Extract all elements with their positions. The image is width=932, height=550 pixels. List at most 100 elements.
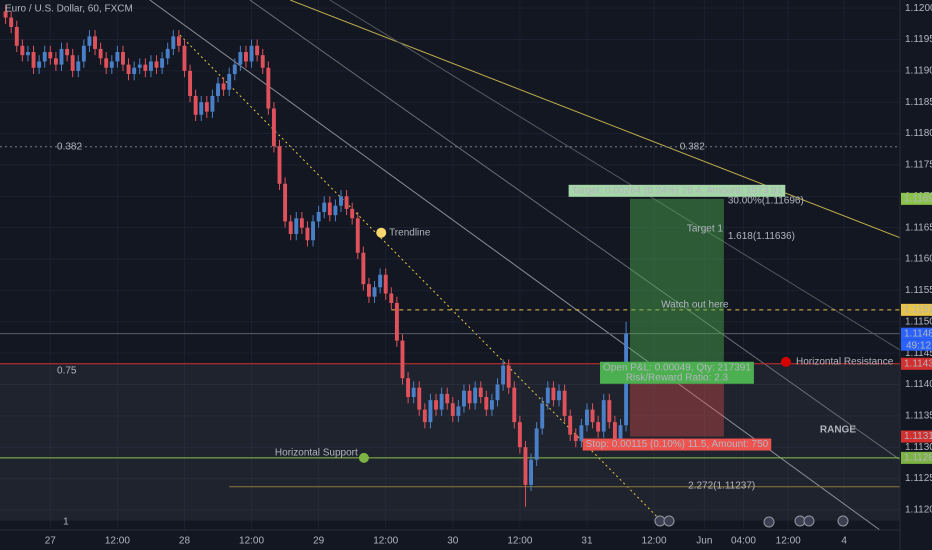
candle-body [232,64,237,75]
candle-body [87,36,92,46]
target-label-text: Target: 0.00264 (0.24%) 26.4, Amount: 15… [572,185,783,196]
price-tag-label: 1.11696 [904,193,932,204]
candle-body [294,218,299,234]
trend-line [289,0,901,239]
annotation: Horizontal Support [275,447,358,458]
candle-body [260,55,265,68]
annotation: 1.618(1.11636) [728,231,795,242]
annotation: 2.272(1.11237) [688,481,755,492]
candle-body [495,384,500,401]
candle-body [65,48,70,56]
candle-body [568,415,573,435]
candle-body [417,387,422,410]
candle-body [31,52,36,68]
candle-body [176,36,181,46]
candle-body [523,447,528,485]
y-tick-label: 1.11550 [905,285,932,296]
candle-body [210,95,215,112]
price-tag [901,327,932,340]
y-tick-label: 1.11750 [905,160,932,171]
candle-body [411,387,416,398]
event-icon[interactable] [763,516,775,528]
target-label-bg [568,184,786,197]
annotation: Horizontal Resistance [796,357,894,368]
y-tick-label: 1.11900 [905,66,932,77]
candle-body [585,409,589,426]
x-tick-label: 29 [313,536,325,547]
candle-body [422,409,427,423]
x-tick-label: 12:00 [507,536,532,547]
event-icon[interactable] [663,515,675,527]
y-tick-label: 1.11850 [905,97,932,108]
price-tag-label: 1.11519 [904,304,932,315]
candle-body [238,52,243,65]
candle-body [204,102,209,112]
candle-body [25,52,30,56]
y-tick-label: 1.11300 [905,442,932,453]
candle-body [154,61,159,68]
candle-body [137,64,142,68]
x-tick-label: 12:00 [373,536,398,547]
y-tick-label: 1.12000 [905,3,932,14]
x-tick-label: 31 [581,536,593,547]
x-axis-bg [0,530,932,550]
annotation: Trendline [389,227,431,238]
candle-body [199,102,204,115]
event-icon[interactable] [837,515,849,527]
candle-body [350,208,355,219]
candle-body [165,48,170,59]
trend-line [329,0,901,351]
event-icon[interactable] [803,515,815,527]
price-tag-label: 1.11283 [904,453,932,464]
candle-body [333,205,338,216]
x-tick-label: 4 [841,536,847,547]
y-tick-label: 1.11250 [905,473,932,484]
stop-label-bg [582,438,772,451]
price-tag [901,357,932,370]
candle-body [618,425,623,441]
annotation: 30.00%(1.11696) [728,195,804,206]
price-tag-label: 1.11433 [904,358,932,369]
candle-body [42,52,47,62]
price-tag [901,430,932,443]
y-tick-label: 1.11450 [905,348,932,359]
candle-body [601,400,606,432]
marker-dot [376,227,387,238]
candle-body [573,434,578,441]
candle-body [534,428,539,460]
candle-body [255,45,260,56]
marker-dot [358,452,369,463]
candle-body [557,390,561,401]
candle-body [249,45,254,62]
candle-body [612,422,617,441]
candle-body [93,36,97,49]
plot-area: RANGE Target: 0.00264 (0.24%) 26.4, Amoun… [0,0,901,531]
y-tick-label: 1.11500 [905,316,932,327]
candle-body [104,58,109,68]
marker-dot [780,356,791,367]
candle-body [562,390,567,416]
candle-body [109,61,114,68]
candle-body [188,70,193,96]
annotation: 0.75 [57,365,77,376]
candle-body [596,422,601,432]
candle-body [327,202,332,216]
candle-body [143,64,148,71]
x-tick-label: 30 [447,536,459,547]
candle-body [311,221,315,241]
candle-body [266,67,271,109]
candle-body [132,67,137,75]
x-tick-label: Jun [696,536,712,547]
candle-body [148,61,153,71]
candle-body [115,52,120,62]
candle-body [607,400,612,423]
candle-body [70,55,75,71]
candle-body [14,26,19,46]
y-tick-label: 1.11650 [905,222,932,233]
candle-body [506,365,511,388]
y-tick-label: 1.11350 [905,410,932,421]
candle-body [59,48,64,65]
y-tick-label: 1.11800 [905,128,932,139]
chart-title: Euro / U.S. Dollar, 60, FXCM [5,4,133,15]
trend-line [249,0,901,461]
